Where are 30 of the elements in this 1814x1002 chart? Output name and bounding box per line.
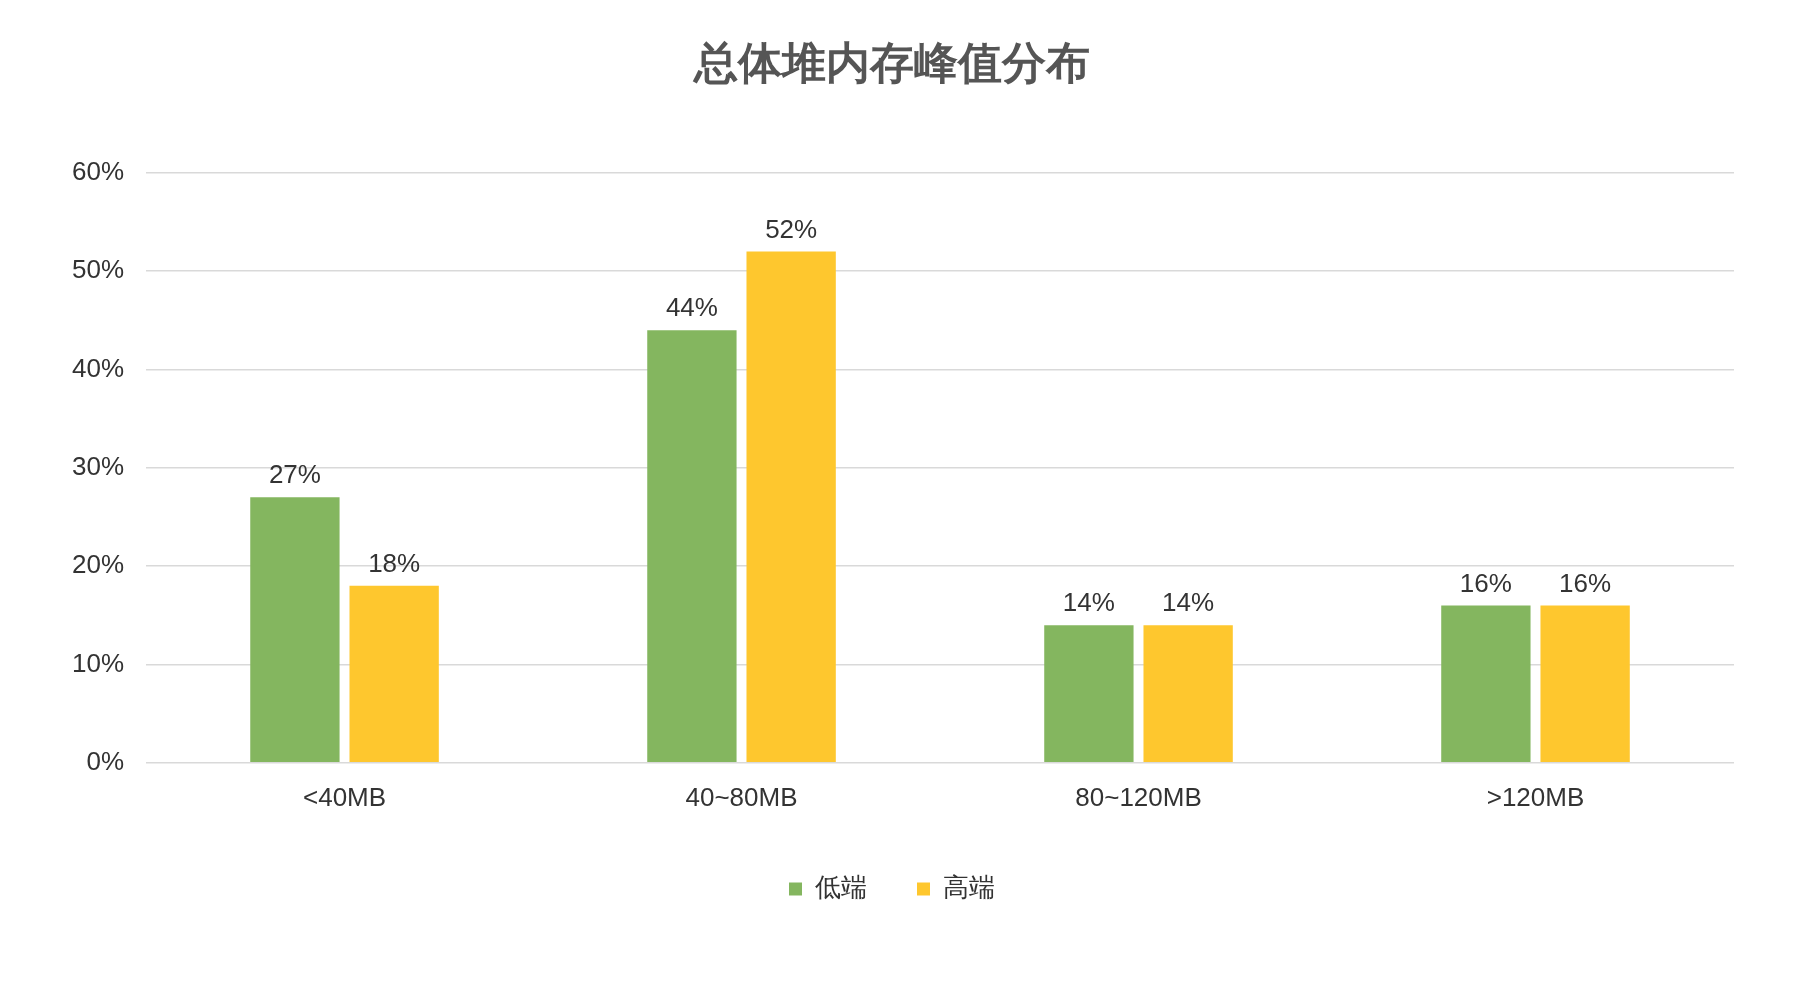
data-label: 16% — [1459, 567, 1512, 598]
bar — [1441, 605, 1531, 763]
x-tick-label: 40~80MB — [685, 781, 798, 812]
bar — [647, 330, 737, 763]
bar — [250, 497, 340, 763]
legend-label: 高端 — [943, 871, 995, 902]
bar — [1143, 625, 1233, 763]
bar — [1540, 605, 1630, 763]
y-tick-label: 20% — [71, 549, 125, 580]
y-tick-label: 0% — [86, 745, 125, 776]
x-tick-label: 80~120MB — [1075, 781, 1202, 812]
x-tick-label: <40MB — [302, 781, 387, 812]
y-tick-label: 40% — [71, 352, 125, 383]
bar — [349, 585, 439, 763]
y-tick-label: 50% — [71, 254, 125, 285]
bar — [746, 251, 836, 763]
y-tick-label: 60% — [71, 155, 125, 186]
data-label: 14% — [1162, 587, 1215, 618]
y-tick-label: 30% — [71, 450, 125, 481]
x-tick-label: >120MB — [1486, 781, 1585, 812]
legend-label: 低端 — [815, 871, 867, 902]
bar — [1044, 625, 1134, 763]
data-label: 14% — [1062, 587, 1115, 618]
chart-title: 总体堆内存峰值分布 — [692, 36, 1090, 88]
data-label: 18% — [368, 547, 421, 578]
data-label: 27% — [268, 459, 321, 490]
y-tick-label: 10% — [71, 647, 125, 678]
data-label: 16% — [1559, 567, 1612, 598]
data-label: 44% — [665, 292, 718, 323]
data-label: 52% — [765, 213, 818, 244]
